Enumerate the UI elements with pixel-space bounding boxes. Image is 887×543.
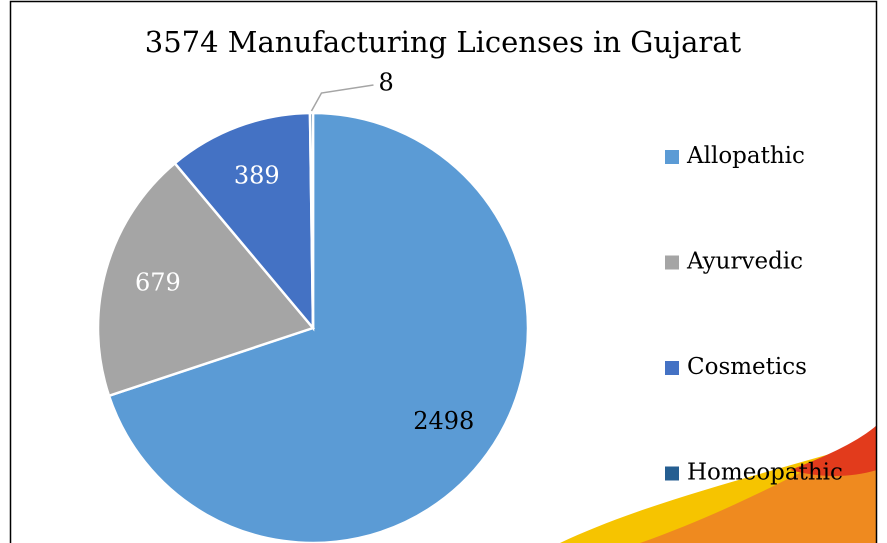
chart-title: 3574 Manufacturing Licenses in Gujarat <box>145 25 742 59</box>
legend-label: Cosmetics <box>687 354 807 380</box>
legend-swatch <box>665 256 679 270</box>
chart: 3574 Manufacturing Licenses in Gujarat 2… <box>0 0 887 543</box>
legend-label: Allopathic <box>686 143 805 169</box>
data-label: 2498 <box>413 407 474 435</box>
legend-swatch <box>665 361 679 375</box>
legend-swatch <box>665 150 679 164</box>
page: 3574 Manufacturing Licenses in Gujarat 2… <box>0 0 887 543</box>
data-label: 389 <box>234 161 280 189</box>
legend-label: Ayurvedic <box>686 249 803 275</box>
data-label: 679 <box>135 269 181 297</box>
legend-label: Homeopathic <box>687 460 843 486</box>
data-label: 8 <box>378 69 393 97</box>
legend-swatch <box>665 467 679 481</box>
